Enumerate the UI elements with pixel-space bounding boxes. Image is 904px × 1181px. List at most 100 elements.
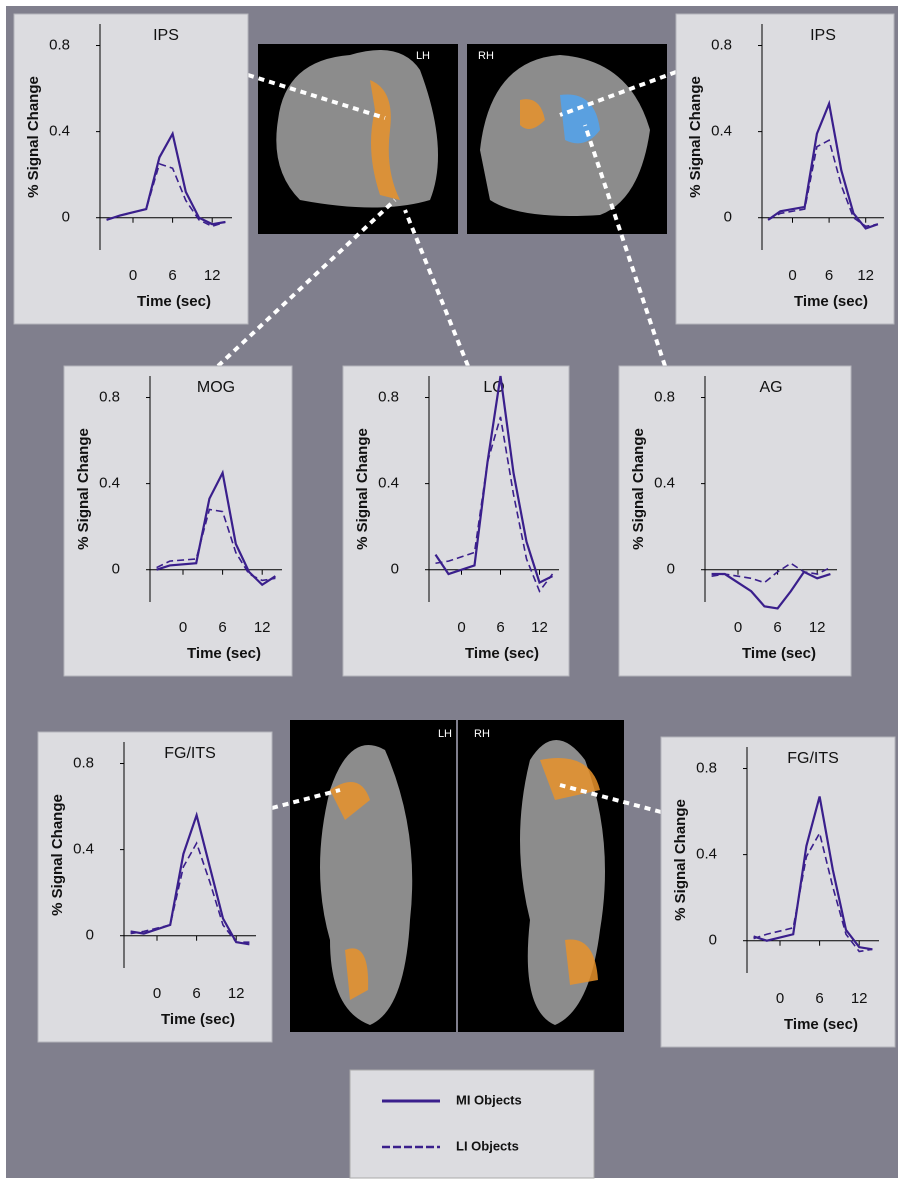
x-tick-label: 12 <box>204 267 221 284</box>
x-axis-label: Time (sec) <box>465 645 539 662</box>
y-tick-label: 0.4 <box>696 846 717 863</box>
x-tick-label: 12 <box>851 990 868 1007</box>
x-tick-label: 0 <box>179 619 187 636</box>
series-line <box>130 841 250 943</box>
y-tick-label: 0 <box>709 932 717 949</box>
x-axis-label: Time (sec) <box>187 645 261 662</box>
connector <box>247 73 386 120</box>
x-tick-label: 6 <box>825 267 833 284</box>
y-tick-label: 0.8 <box>49 36 70 53</box>
x-tick-label: 6 <box>773 619 781 636</box>
y-tick-label: 0.8 <box>378 388 399 405</box>
brain-images <box>258 44 667 1032</box>
panel-bg <box>13 13 249 325</box>
x-axis-label: Time (sec) <box>742 645 816 662</box>
y-tick-label: 0.4 <box>73 841 94 858</box>
series-line <box>130 811 250 946</box>
y-axis-label: % Signal Change <box>687 76 704 198</box>
y-tick-label: 0 <box>391 561 399 578</box>
series-line <box>753 830 873 953</box>
y-tick-label: 0 <box>112 561 120 578</box>
activation <box>540 758 600 985</box>
series-line <box>156 469 277 587</box>
x-tick-label: 12 <box>228 985 245 1002</box>
y-axis-label: % Signal Change <box>354 428 371 550</box>
x-tick-label: 6 <box>218 619 226 636</box>
x-tick-label: 0 <box>129 267 137 284</box>
y-axis-label: % Signal Change <box>75 428 92 550</box>
chart-title: FG/ITS <box>164 745 216 762</box>
hemisphere-label: RH <box>474 728 490 740</box>
y-tick-label: 0.8 <box>654 388 675 405</box>
legend-label: LI Objects <box>456 1138 519 1153</box>
y-tick-label: 0 <box>86 927 94 944</box>
y-tick-label: 0.8 <box>696 759 717 776</box>
y-tick-label: 0 <box>724 209 732 226</box>
series-line <box>711 570 831 610</box>
y-axis-label: % Signal Change <box>49 794 66 916</box>
series-line <box>767 99 879 230</box>
y-tick-label: 0.8 <box>73 754 94 771</box>
x-tick-label: 12 <box>254 619 271 636</box>
y-tick-label: 0.4 <box>654 475 675 492</box>
legend-label: MI Objects <box>456 1092 522 1107</box>
series-line <box>753 796 873 951</box>
connector <box>583 124 667 367</box>
x-tick-label: 6 <box>192 985 200 1002</box>
connector <box>216 198 397 368</box>
connector <box>559 70 677 117</box>
activation <box>520 99 545 129</box>
y-tick-label: 0.4 <box>49 123 70 140</box>
x-axis-label: Time (sec) <box>137 293 211 310</box>
legend-box <box>349 1069 595 1179</box>
chart-title: IPS <box>810 27 836 44</box>
x-tick-label: 12 <box>857 267 874 284</box>
panel-bg <box>37 731 273 1043</box>
brain <box>276 50 438 208</box>
y-tick-label: 0 <box>62 209 70 226</box>
chart-title: FG/ITS <box>787 750 839 767</box>
y-tick-label: 0.8 <box>99 388 120 405</box>
hemisphere-label: LH <box>438 728 452 740</box>
x-tick-label: 12 <box>531 619 548 636</box>
x-tick-label: 0 <box>457 619 465 636</box>
series-line <box>434 375 553 585</box>
x-tick-label: 0 <box>153 985 161 1002</box>
activation <box>560 94 600 144</box>
legend: MI Objects LI Objects <box>382 1092 522 1153</box>
panel-bg <box>342 365 570 677</box>
x-tick-label: 6 <box>815 990 823 1007</box>
panel-bg <box>675 13 895 325</box>
x-axis-label: Time (sec) <box>784 1016 858 1033</box>
y-axis-label: % Signal Change <box>630 428 647 550</box>
y-axis-label: % Signal Change <box>672 799 689 921</box>
chart-title: AG <box>759 379 782 396</box>
x-axis-label: Time (sec) <box>794 293 868 310</box>
x-axis-label: Time (sec) <box>161 1011 235 1028</box>
connectors <box>216 70 677 814</box>
y-tick-label: 0.4 <box>711 123 732 140</box>
y-tick-label: 0.4 <box>378 475 399 492</box>
chart-title: IPS <box>153 27 179 44</box>
x-tick-label: 12 <box>809 619 826 636</box>
x-tick-label: 6 <box>168 267 176 284</box>
series-line <box>156 508 276 582</box>
series-line <box>435 416 554 593</box>
panel-bg <box>63 365 293 677</box>
series-line <box>711 562 831 584</box>
hemisphere-label: RH <box>478 50 494 62</box>
activation <box>370 80 400 200</box>
x-tick-label: 0 <box>776 990 784 1007</box>
panel-bg <box>660 736 896 1048</box>
x-tick-label: 0 <box>734 619 742 636</box>
y-axis-label: % Signal Change <box>25 76 42 198</box>
y-tick-label: 0 <box>667 561 675 578</box>
